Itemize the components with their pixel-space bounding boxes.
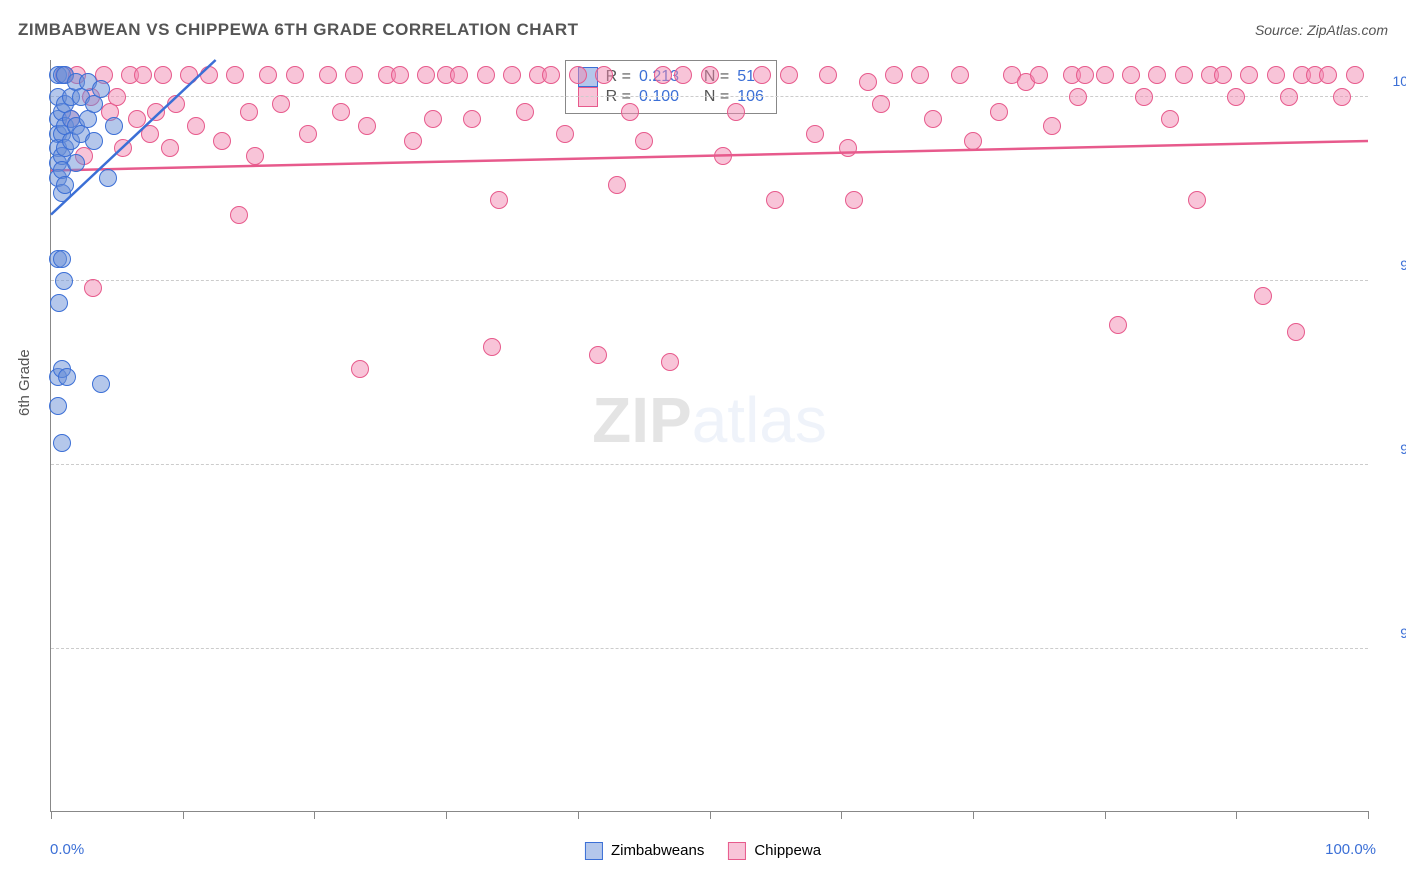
legend-label: Zimbabweans — [611, 842, 704, 859]
legend-item: Chippewa — [728, 842, 821, 860]
x-tick — [183, 811, 184, 819]
x-tick — [1368, 811, 1369, 819]
chart-title: ZIMBABWEAN VS CHIPPEWA 6TH GRADE CORRELA… — [18, 20, 579, 40]
x-tick — [314, 811, 315, 819]
x-axis-max-label: 100.0% — [1325, 841, 1376, 858]
x-tick — [446, 811, 447, 819]
y-tick-label: 95.0% — [1376, 441, 1406, 457]
trendline — [51, 60, 1368, 811]
x-tick — [841, 811, 842, 819]
y-tick-label: 97.5% — [1376, 257, 1406, 273]
source-attribution: Source: ZipAtlas.com — [1255, 22, 1388, 38]
y-tick-label: 100.0% — [1376, 73, 1406, 89]
x-tick — [710, 811, 711, 819]
x-tick — [578, 811, 579, 819]
x-tick — [51, 811, 52, 819]
plot-area: ZIPatlas R = 0.213 N = 51R = 0.100 N = 1… — [50, 60, 1368, 812]
bottom-legend: Zimbabweans Chippewa — [585, 842, 821, 860]
x-tick — [1236, 811, 1237, 819]
legend-item: Zimbabweans — [585, 842, 704, 860]
x-tick — [973, 811, 974, 819]
legend-swatch — [728, 842, 746, 860]
legend-label: Chippewa — [754, 842, 821, 859]
y-tick-label: 92.5% — [1376, 625, 1406, 641]
x-tick — [1105, 811, 1106, 819]
legend-swatch — [585, 842, 603, 860]
y-axis-title: 6th Grade — [16, 349, 33, 416]
x-axis-min-label: 0.0% — [50, 841, 84, 858]
